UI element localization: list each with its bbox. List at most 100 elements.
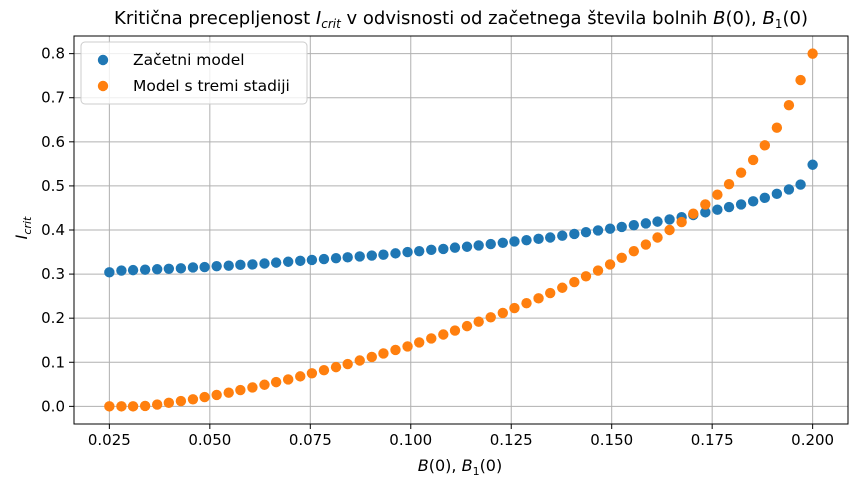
x-tick-label: 0.200 (791, 431, 834, 449)
data-point (390, 344, 401, 356)
data-point (449, 325, 461, 336)
data-point (151, 264, 163, 275)
data-point (306, 368, 318, 379)
data-point (664, 224, 675, 236)
data-point (795, 179, 806, 190)
data-point (414, 337, 425, 348)
data-point (235, 384, 246, 396)
x-tick-label: 0.075 (289, 431, 332, 449)
legend-label-zacetni-model: Začetni model (133, 51, 245, 69)
data-point (306, 254, 318, 266)
data-point (604, 223, 616, 234)
series-1 (104, 48, 818, 412)
data-point (759, 192, 771, 204)
data-point (509, 236, 520, 247)
data-point (104, 267, 115, 278)
data-point (473, 316, 484, 327)
chart-title: Kritična precepljenost Icrit v odvisnost… (114, 8, 808, 31)
data-point (223, 387, 234, 398)
data-point (628, 245, 640, 257)
data-point (426, 333, 437, 344)
legend-label-model-s-tremi-stadiji: Model s tremi stadiji (133, 77, 290, 95)
data-point (557, 282, 568, 293)
data-points (104, 48, 818, 412)
data-point (533, 293, 544, 304)
x-tick-label: 0.100 (389, 431, 432, 449)
data-point (676, 216, 687, 228)
data-point (723, 178, 735, 190)
data-point (139, 264, 151, 275)
data-point (282, 256, 294, 267)
data-point (485, 238, 496, 250)
data-point (175, 395, 187, 407)
data-point (569, 228, 580, 240)
x-tick-label: 0.025 (88, 431, 131, 449)
data-point (497, 307, 508, 319)
data-point (592, 225, 604, 236)
legend-marker-model-s-tremi-stadiji (97, 80, 109, 92)
data-point (592, 265, 604, 276)
y-axis-ticks: 0.0 0.1 0.2 0.3 0.4 0.5 0.6 0.7 0.8 (41, 45, 74, 415)
y-tick-label: 0.3 (41, 265, 65, 283)
data-point (545, 232, 556, 243)
data-point (807, 159, 818, 170)
data-point (747, 196, 759, 207)
y-tick-label: 0.2 (41, 309, 65, 327)
data-point (402, 341, 413, 352)
data-point (616, 252, 627, 263)
data-point (127, 264, 139, 276)
data-point (664, 214, 675, 225)
x-axis-ticks: 0.025 0.050 0.075 0.100 0.125 0.150 0.175 0.200 (88, 424, 834, 449)
data-point (366, 351, 377, 363)
data-point (521, 297, 532, 309)
data-point (223, 260, 234, 271)
data-point (127, 401, 139, 412)
data-point (735, 167, 747, 178)
x-axis-label: B(0), B1(0) (418, 456, 502, 478)
data-point (318, 365, 330, 376)
y-tick-label: 0.6 (41, 133, 65, 151)
data-point (282, 374, 294, 385)
data-point (163, 263, 175, 274)
data-point (783, 100, 795, 111)
data-point (247, 382, 258, 393)
data-point (259, 379, 270, 390)
data-point (414, 245, 425, 257)
data-point (652, 232, 663, 243)
data-point (557, 230, 568, 241)
x-tick-label: 0.050 (188, 431, 231, 449)
data-point (247, 259, 258, 270)
legend-box (80, 41, 308, 105)
data-point (771, 188, 783, 200)
data-point (688, 208, 699, 219)
y-tick-label: 0.0 (41, 397, 65, 415)
data-point (163, 397, 175, 409)
data-point (187, 394, 199, 405)
data-point (747, 154, 759, 166)
data-point (783, 184, 795, 195)
data-point (378, 249, 389, 260)
data-point (426, 244, 437, 256)
data-point (295, 255, 306, 267)
grid (74, 36, 848, 424)
y-tick-label: 0.1 (41, 353, 65, 371)
data-point (628, 219, 640, 231)
data-point (199, 261, 210, 273)
data-point (497, 237, 508, 248)
data-point (235, 259, 246, 271)
legend: Začetni model Model s tremi stadiji (80, 41, 308, 105)
data-point (438, 329, 449, 340)
data-point (580, 227, 592, 238)
data-point (330, 361, 342, 373)
data-point (604, 259, 616, 270)
data-point (712, 204, 723, 215)
data-point (330, 253, 342, 264)
data-point (199, 391, 210, 403)
data-point (473, 240, 484, 251)
x-tick-label: 0.175 (691, 431, 734, 449)
data-point (342, 358, 353, 370)
data-point (354, 251, 365, 262)
data-point (104, 401, 115, 412)
data-point (438, 243, 449, 255)
